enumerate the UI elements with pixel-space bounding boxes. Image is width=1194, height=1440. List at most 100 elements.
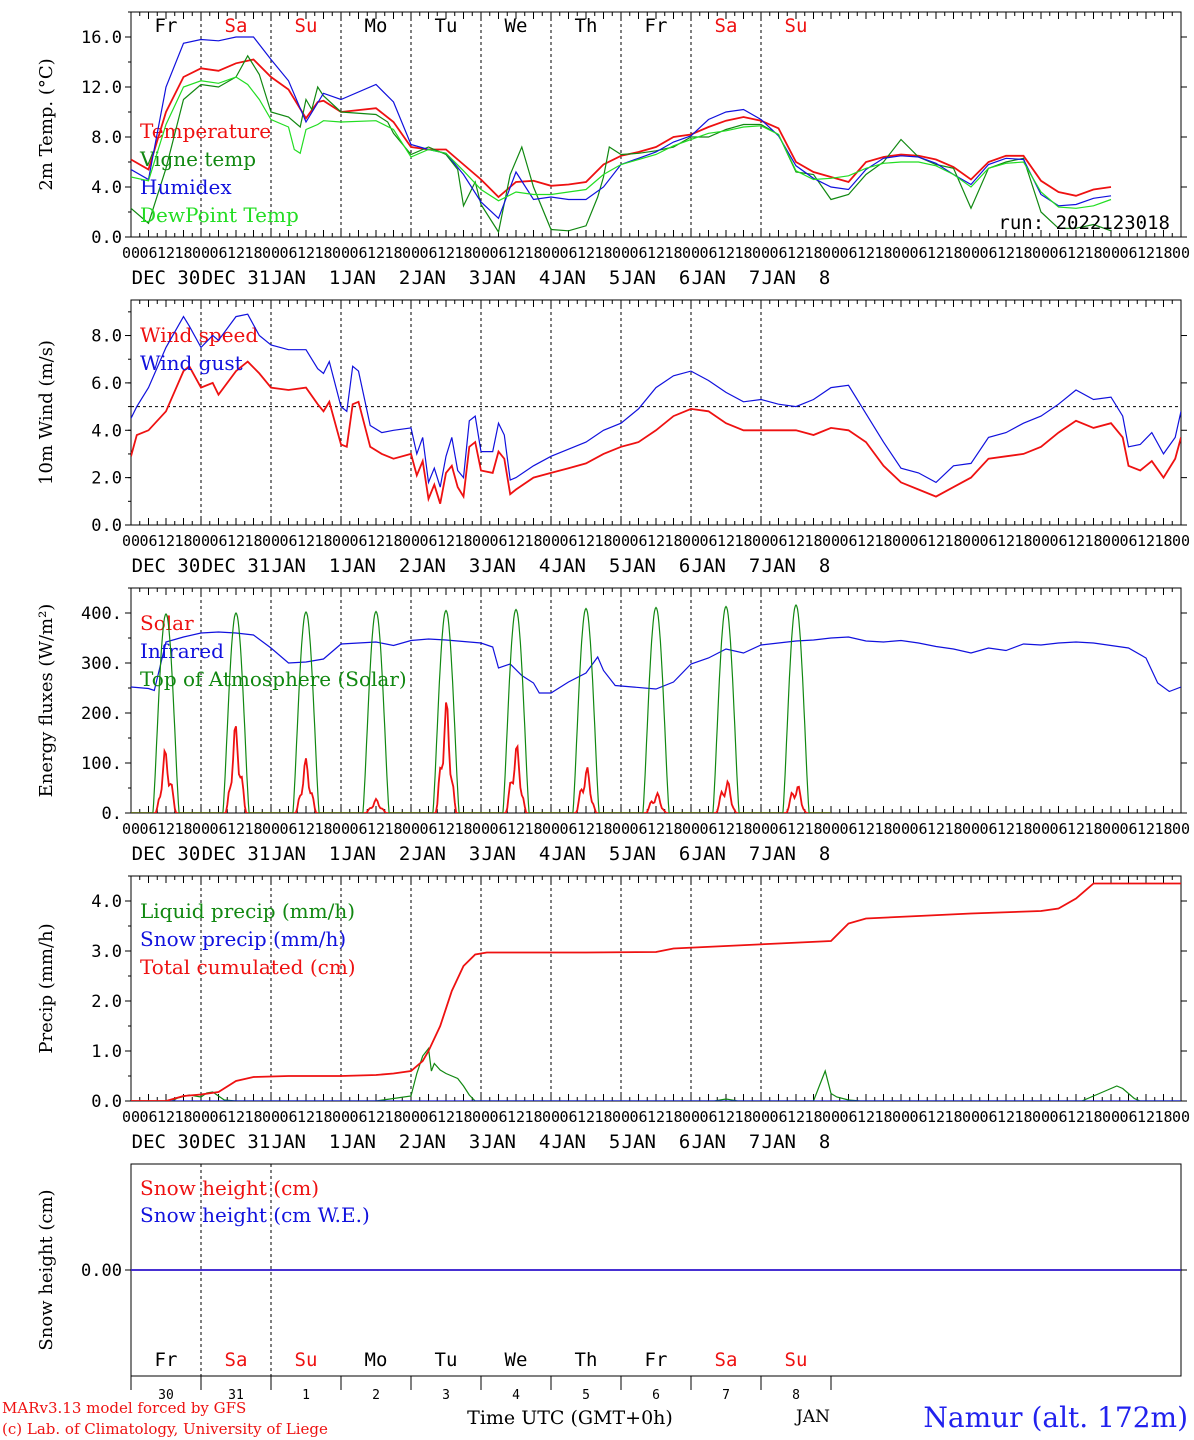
- hour-tick-label: 00: [332, 820, 350, 838]
- hour-tick-label: 12: [927, 820, 945, 838]
- day-name: Fr: [155, 1349, 178, 1371]
- hour-tick-label: 00: [1032, 820, 1050, 838]
- legend-entry: Vigne temp: [139, 147, 256, 171]
- y-tick-label: 8.0: [91, 327, 122, 347]
- date-label: JAN 3: [412, 555, 481, 577]
- hour-tick-label: 12: [367, 1108, 385, 1126]
- hour-tick-label: 00: [542, 532, 560, 550]
- hour-tick-label: 00: [612, 244, 630, 262]
- hour-tick-label: 18: [244, 532, 262, 550]
- hour-tick-label: 06: [1119, 532, 1137, 550]
- hour-tick-label: 18: [174, 820, 192, 838]
- date-label: JAN 3: [412, 267, 481, 289]
- hour-tick-label: 06: [1049, 532, 1067, 550]
- hour-tick-label: 12: [717, 244, 735, 262]
- hour-tick-label: 06: [139, 532, 157, 550]
- hour-tick-label: 06: [1049, 1108, 1067, 1126]
- hour-tick-label: 00: [1032, 1108, 1050, 1126]
- hour-tick-label: 18: [944, 244, 962, 262]
- y-tick-label: 200.: [81, 704, 122, 724]
- hour-tick-label: 12: [437, 1108, 455, 1126]
- hour-tick-label: 06: [699, 532, 717, 550]
- hour-tick-label: 00: [1172, 244, 1190, 262]
- date-label: DEC 30: [132, 1131, 201, 1153]
- hour-tick-label: 06: [489, 532, 507, 550]
- hour-tick-label: 18: [1154, 244, 1172, 262]
- hour-tick-label: 00: [682, 532, 700, 550]
- hour-tick-label: 18: [1154, 820, 1172, 838]
- legend-entry: Snow height (cm): [140, 1176, 319, 1200]
- hour-tick-label: 00: [1172, 1108, 1190, 1126]
- hour-tick-label: 18: [1084, 244, 1102, 262]
- hour-tick-label: 18: [1084, 1108, 1102, 1126]
- hour-tick-label: 18: [734, 244, 752, 262]
- hour-tick-label: 00: [1102, 532, 1120, 550]
- hour-tick-label: 12: [1067, 532, 1085, 550]
- hour-tick-label: 18: [664, 244, 682, 262]
- day-name: Su: [785, 15, 808, 37]
- hour-tick-label: 06: [489, 820, 507, 838]
- hour-tick-label: 12: [507, 532, 525, 550]
- date-label: JAN 1: [272, 843, 341, 865]
- y-tick-label: 4.0: [91, 421, 122, 441]
- hour-tick-label: 18: [1154, 532, 1172, 550]
- y-tick-label: 4.0: [91, 178, 122, 198]
- hour-tick-label: 12: [717, 532, 735, 550]
- panel-4: 0.0 1.0 2.0 3.0 4.0 Precip (mm/h) Liquid preci…: [36, 875, 1190, 1153]
- day-name: Su: [295, 1349, 318, 1371]
- hour-tick-label: 00: [892, 820, 910, 838]
- y-axis-label: Snow height (cm): [36, 1189, 57, 1350]
- y-tick-label: 1.0: [91, 1042, 122, 1062]
- series-line-infrared: [131, 631, 1181, 694]
- series-line-total-cumulated-cm: [131, 882, 1181, 1101]
- hour-tick-label: 00: [332, 244, 350, 262]
- hour-tick-label: 12: [1067, 1108, 1085, 1126]
- hour-tick-label: 12: [647, 1108, 665, 1126]
- y-tick-label: 3.0: [91, 942, 122, 962]
- hour-tick-label: 06: [629, 1108, 647, 1126]
- hour-tick-label: 18: [454, 532, 472, 550]
- date-label: JAN 7: [692, 1131, 761, 1153]
- legend-entry: DewPoint Temp: [140, 203, 299, 227]
- hour-tick-label: 00: [962, 1108, 980, 1126]
- hour-tick-label: 12: [717, 1108, 735, 1126]
- hour-tick-label: 18: [594, 244, 612, 262]
- hour-tick-label: 00: [752, 532, 770, 550]
- hour-tick-label: 00: [612, 1108, 630, 1126]
- hour-tick-label: 06: [209, 1108, 227, 1126]
- hour-tick-label: 12: [857, 244, 875, 262]
- hour-tick-label: 00: [402, 532, 420, 550]
- hour-tick-label: 18: [524, 532, 542, 550]
- hour-tick-label: 18: [174, 244, 192, 262]
- hour-tick-label: 00: [122, 820, 140, 838]
- date-label: JAN 5: [552, 555, 621, 577]
- y-tick-label: 16.0: [81, 28, 122, 48]
- hour-tick-label: 12: [437, 532, 455, 550]
- hour-tick-label: 00: [962, 532, 980, 550]
- y-tick-label: 8.0: [91, 128, 122, 148]
- month-label: JAN: [794, 1407, 830, 1427]
- hour-tick-label: 00: [682, 820, 700, 838]
- hour-tick-label: 12: [367, 820, 385, 838]
- panel-3: 0.100.200.300.400.Energy fluxes (W/m²) So…: [36, 587, 1190, 865]
- hour-tick-label: 18: [524, 1108, 542, 1126]
- hour-tick-label: 00: [402, 820, 420, 838]
- hour-tick-label: 00: [472, 1108, 490, 1126]
- hour-tick-label: 00: [402, 244, 420, 262]
- hour-tick-label: 12: [577, 820, 595, 838]
- hour-tick-label: 00: [962, 820, 980, 838]
- hour-tick-label: 12: [927, 1108, 945, 1126]
- hour-tick-label: 06: [1119, 820, 1137, 838]
- hour-tick-label: 00: [262, 820, 280, 838]
- y-axis-label: Precip (mm/h): [36, 923, 57, 1053]
- hour-tick-label: 18: [804, 820, 822, 838]
- y-tick-label: 0.0: [91, 516, 122, 536]
- hour-tick-label: 12: [157, 532, 175, 550]
- hour-tick-label: 00: [822, 244, 840, 262]
- hour-tick-label: 18: [664, 532, 682, 550]
- hour-tick-label: 00: [612, 532, 630, 550]
- day-name: Mo: [365, 15, 388, 37]
- hour-tick-label: 06: [909, 244, 927, 262]
- y-tick-label: 2.0: [91, 469, 122, 489]
